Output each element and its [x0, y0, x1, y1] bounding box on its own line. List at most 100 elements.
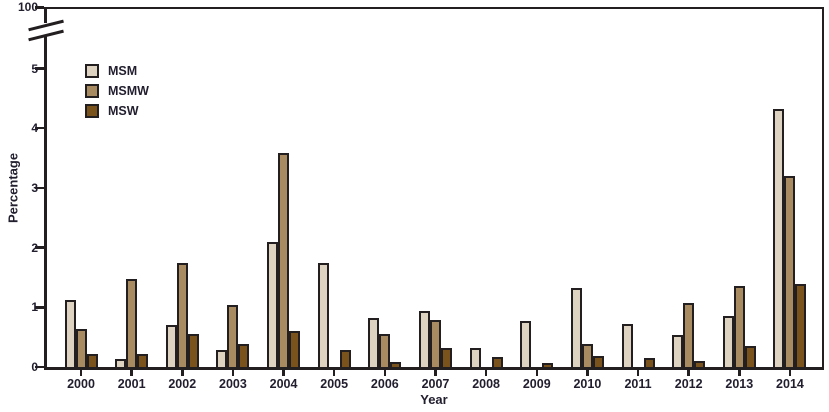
- bar-msm-2013: [722, 315, 734, 367]
- bar-msmw-2002: [176, 263, 188, 367]
- x-tick: [282, 370, 285, 376]
- bar-msmw-2006: [379, 334, 391, 367]
- bar-msw-2001: [137, 353, 149, 367]
- bar-msw-2009: [542, 362, 554, 367]
- bar-msmw-2001: [126, 278, 138, 367]
- x-tick: [788, 370, 792, 376]
- bar-msw-2011: [643, 358, 655, 367]
- bar-msmw-2010: [581, 344, 593, 367]
- x-tick-label-2007: 2007: [421, 377, 450, 391]
- legend: MSM MSMW MSW: [85, 64, 149, 124]
- y-tick-label: 5: [31, 61, 38, 76]
- x-tick: [332, 370, 336, 376]
- bar-msmw-2004: [278, 153, 290, 367]
- bar-msw-2010: [592, 356, 604, 367]
- y-tick-label: 0: [31, 360, 38, 374]
- bar-msm-2007: [418, 310, 430, 367]
- legend-swatch-icon: [85, 64, 99, 78]
- x-tick-label-2000: 2000: [67, 377, 95, 391]
- bar-msm-2001: [115, 358, 127, 367]
- x-tick: [586, 370, 589, 376]
- y-tick-label: 4: [31, 121, 38, 136]
- y-tick: [35, 365, 44, 369]
- bar-msm-2005: [317, 263, 329, 367]
- plot-area: MSM MSMW MSW: [28, 7, 824, 370]
- x-tick-label-2003: 2003: [219, 377, 247, 391]
- legend-label: MSW: [108, 104, 139, 118]
- x-tick-label-2013: 2013: [725, 377, 754, 391]
- x-tick-label-2002: 2002: [168, 377, 197, 391]
- bar-msw-2003: [238, 344, 250, 367]
- y-tick-label: 1: [31, 300, 38, 315]
- bar-msmw-2003: [227, 304, 239, 367]
- legend-item-msm: MSM: [85, 64, 149, 78]
- x-tick-label-2001: 2001: [117, 377, 146, 391]
- x-axis-title: Year: [420, 392, 448, 407]
- x-tick-label-2012: 2012: [674, 377, 703, 391]
- legend-label: MSM: [108, 64, 138, 78]
- y-axis-segment-top: [44, 9, 47, 23]
- y-tick-100: [35, 6, 44, 9]
- y-tick: [35, 67, 44, 70]
- bar-msm-2003: [216, 350, 228, 367]
- bar-msm-2002: [165, 324, 177, 367]
- y-tick: [35, 246, 44, 249]
- x-tick-label-2008: 2008: [472, 377, 501, 391]
- bar-msm-2009: [520, 321, 532, 367]
- x-tick: [130, 370, 133, 376]
- x-tick: [535, 370, 538, 376]
- x-tick-label-2006: 2006: [370, 377, 399, 391]
- bar-msmw-2014: [784, 176, 796, 367]
- y-tick-label: 2: [31, 240, 38, 255]
- y-tick-label: 3: [31, 180, 38, 195]
- x-tick: [79, 370, 83, 376]
- legend-swatch-icon: [85, 84, 99, 98]
- x-tick: [383, 370, 387, 376]
- x-tick-label-2010: 2010: [573, 377, 602, 391]
- x-tick: [636, 370, 640, 376]
- bar-msw-2012: [694, 361, 706, 367]
- x-tick: [434, 370, 437, 376]
- x-tick: [181, 370, 184, 376]
- bar-msmw-2000: [75, 328, 87, 367]
- bar-msm-2004: [267, 242, 279, 367]
- legend-swatch-icon: [85, 104, 99, 118]
- bar-msm-2000: [64, 300, 76, 367]
- bar-msmw-2007: [429, 319, 441, 367]
- x-tick-label-2005: 2005: [320, 377, 349, 391]
- bar-msw-2014: [795, 284, 807, 367]
- bar-msm-2011: [621, 324, 633, 367]
- bar-msw-2005: [339, 350, 351, 367]
- x-tick: [738, 370, 741, 376]
- bar-msm-2006: [368, 318, 380, 367]
- bar-msw-2013: [744, 345, 756, 367]
- bar-msm-2012: [672, 335, 684, 367]
- x-tick: [231, 370, 235, 376]
- bar-msm-2010: [570, 288, 582, 367]
- bar-msw-2004: [289, 331, 301, 367]
- y-tick: [35, 186, 44, 190]
- legend-label: MSMW: [108, 84, 149, 98]
- x-tick-label-2004: 2004: [269, 377, 298, 391]
- bar-msw-2002: [187, 333, 199, 367]
- x-tick-label-2011: 2011: [624, 377, 652, 391]
- bar-msmw-2012: [683, 303, 695, 367]
- bar-msw-2006: [390, 362, 402, 367]
- y-tick-label-100: 100: [17, 0, 38, 14]
- x-tick-label-2009: 2009: [522, 377, 551, 391]
- y-axis-segment-bottom: [44, 36, 47, 367]
- x-tick-label-2014: 2014: [776, 377, 804, 391]
- y-tick: [35, 126, 44, 130]
- bar-msm-2014: [773, 108, 785, 367]
- y-tick: [35, 306, 44, 309]
- bar-msm-2008: [469, 347, 481, 367]
- bar-msw-2008: [491, 356, 503, 367]
- bar-msmw-2013: [733, 286, 745, 367]
- bar-msw-2007: [440, 347, 452, 367]
- legend-item-msmw: MSMW: [85, 84, 149, 98]
- bar-msw-2000: [86, 353, 98, 367]
- legend-item-msw: MSW: [85, 104, 149, 118]
- x-tick: [687, 370, 690, 376]
- x-tick: [484, 370, 488, 376]
